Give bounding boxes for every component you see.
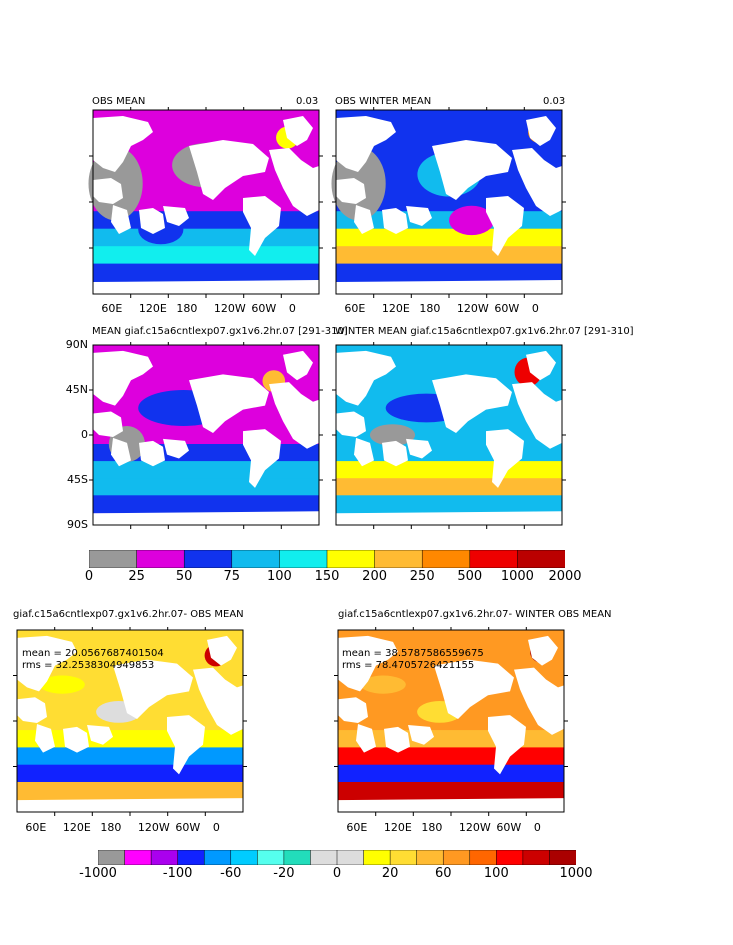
x-tick-label: 60W	[251, 302, 277, 315]
colorbar-swatch	[421, 550, 471, 568]
colorbar-swatch	[98, 850, 126, 865]
y-tick-label: 0	[81, 428, 88, 441]
colorbar-label: 1000	[559, 866, 593, 881]
colorbar-swatch	[517, 550, 565, 568]
colorbar-swatch	[469, 550, 519, 568]
colorbar-label: 250	[409, 569, 435, 584]
x-tick-label: 0	[533, 821, 541, 834]
x-tick-label: 0	[531, 302, 539, 315]
colorbar-label: 20	[381, 866, 399, 881]
x-tick-label: 60E	[344, 302, 366, 315]
colorbar-label: 2000	[548, 569, 582, 584]
colorbar-swatch	[124, 850, 152, 865]
colorbar-swatch	[549, 850, 576, 865]
colorbar-swatch	[279, 550, 328, 568]
panel-title-diff-mean: giaf.c15a6cntlexp07.gx1v6.2hr.07- OBS ME…	[13, 609, 244, 620]
panel-title-model-winter-mean: WINTER MEAN giaf.c15a6cntlexp07.gx1v6.2h…	[335, 326, 634, 337]
colorbar-label: 25	[128, 569, 145, 584]
x-tick-label: 60E	[25, 821, 47, 834]
colorbar-label: 75	[223, 569, 241, 584]
colorbar-label: 0	[332, 866, 342, 881]
map-model-mean	[89, 342, 323, 529]
colorbar-swatch	[496, 850, 524, 865]
colorbar-label: 100	[266, 569, 292, 584]
x-tick-label: 60W	[175, 821, 201, 834]
x-tick-label: 180	[419, 302, 441, 315]
panel-title-obs-winter-mean: OBS WINTER MEAN	[335, 96, 432, 107]
x-tick-label: 60W	[494, 302, 520, 315]
colorbar-swatch	[469, 850, 498, 865]
colorbar-difference	[98, 850, 576, 865]
stat-mean-left: mean = 20.0567687401504	[22, 648, 164, 659]
colorbar-swatch	[310, 850, 338, 865]
y-tick-label: 90N	[65, 338, 88, 351]
colorbar-label: 50	[175, 569, 193, 584]
x-tick-label: 120E	[62, 821, 91, 834]
colorbar-swatch	[89, 550, 138, 568]
colorbar-label: 100	[483, 866, 509, 881]
panel-title-model-mean: MEAN giaf.c15a6cntlexp07.gx1v6.2hr.07 [2…	[92, 326, 348, 337]
colorbar-label: -20	[273, 866, 295, 881]
colorbar-swatch	[363, 850, 391, 865]
colorbar-swatch	[150, 850, 179, 865]
stat-mean-right: mean = 38.5787586559675	[342, 648, 484, 659]
colorbar-label: -1000	[79, 866, 117, 881]
y-tick-label: 45S	[67, 473, 88, 486]
colorbar-swatch	[283, 850, 312, 865]
map-model-winter-mean	[332, 342, 566, 529]
panel-title-diff-winter-mean: giaf.c15a6cntlexp07.gx1v6.2hr.07- WINTER…	[338, 609, 612, 620]
x-tick-label: 60W	[496, 821, 522, 834]
x-tick-label: 180	[176, 302, 198, 315]
x-tick-label: 120W	[137, 821, 170, 834]
x-tick-label: 120E	[138, 302, 167, 315]
map-diff-mean	[13, 627, 247, 816]
colorbar-swatch	[136, 550, 185, 568]
colorbar-swatch	[177, 850, 205, 865]
colorbar-label: 1000	[500, 569, 534, 584]
colorbar-label: -60	[220, 866, 242, 881]
colorbar-absolute	[89, 550, 565, 568]
colorbar-swatch	[257, 850, 285, 865]
x-tick-label: 120E	[383, 821, 412, 834]
colorbar-label: -100	[162, 866, 193, 881]
x-tick-label: 180	[100, 821, 122, 834]
map-diff-winter-mean	[334, 627, 568, 816]
x-tick-label: 120E	[381, 302, 410, 315]
stat-rms-right: rms = 78.4705726421155	[342, 660, 475, 671]
map-obs-mean	[88, 107, 323, 298]
colorbar-label: 60	[434, 866, 452, 881]
x-tick-label: 60E	[101, 302, 123, 315]
colorbar-swatch	[203, 850, 232, 865]
x-tick-label: 180	[421, 821, 443, 834]
panel-title-obs-mean: OBS MEAN	[92, 96, 146, 107]
colorbar-swatch	[374, 550, 423, 568]
x-tick-label: 60E	[346, 821, 368, 834]
colorbar-swatch	[442, 850, 471, 865]
colorbar-swatch	[231, 550, 281, 568]
colorbar-swatch	[416, 850, 444, 865]
colorbar-swatch	[336, 850, 365, 865]
colorbar-swatch	[183, 550, 233, 568]
x-tick-label: 0	[212, 821, 220, 834]
colorbar-swatch	[230, 850, 259, 865]
x-tick-label: 120W	[456, 302, 489, 315]
x-tick-label: 120W	[458, 821, 491, 834]
colorbar-label: 500	[457, 569, 483, 584]
x-tick-label: 0	[288, 302, 296, 315]
colorbar-swatch	[389, 850, 418, 865]
colorbar-label: 200	[362, 569, 388, 584]
panel-corner-value: 0.03	[543, 96, 566, 107]
colorbar-swatch	[522, 850, 551, 865]
panel-corner-value: 0.03	[296, 96, 319, 107]
y-tick-label: 45N	[65, 383, 88, 396]
y-tick-label: 90S	[67, 518, 88, 531]
map-obs-winter-mean	[331, 107, 566, 298]
colorbar-label: 0	[84, 569, 94, 584]
colorbar-label: 150	[314, 569, 340, 584]
colorbar-swatch	[326, 550, 376, 568]
stat-rms-left: rms = 32.2538304949853	[22, 660, 155, 671]
x-tick-label: 120W	[213, 302, 246, 315]
